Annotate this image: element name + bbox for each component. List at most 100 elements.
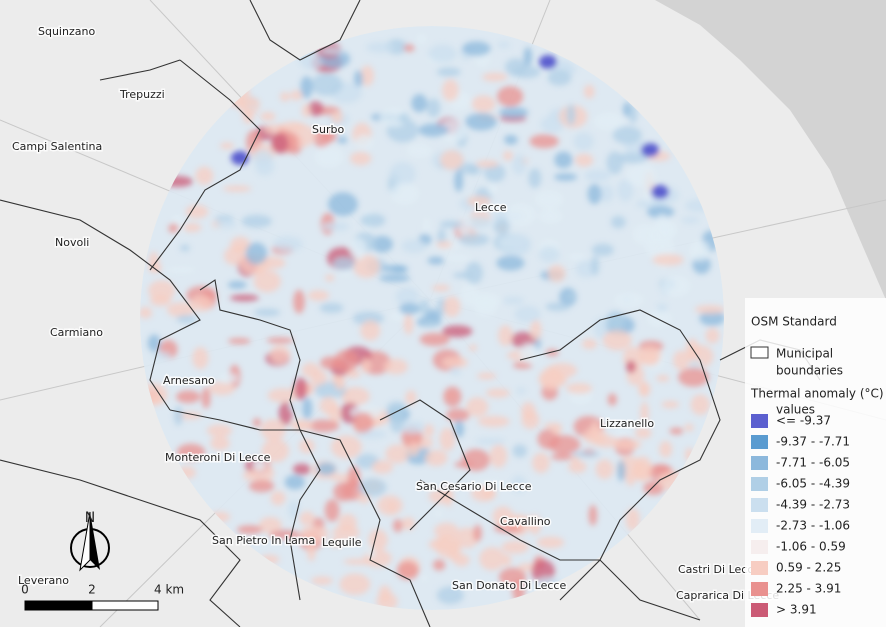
anomaly-patch (307, 540, 316, 562)
anomaly-patch (497, 86, 524, 107)
anomaly-patch (547, 70, 572, 86)
legend-swatch (751, 540, 768, 554)
anomaly-patch (454, 169, 464, 192)
anomaly-patch (496, 255, 525, 271)
anomaly-patch (485, 388, 510, 398)
anomaly-patch (324, 499, 340, 522)
anomaly-patch (610, 215, 626, 229)
anomaly-patch (389, 162, 416, 186)
anomaly-patch (361, 357, 371, 374)
anomaly-patch (632, 223, 657, 246)
anomaly-patch (529, 134, 559, 149)
anomaly-patch (420, 574, 429, 582)
anomaly-patch (460, 282, 479, 307)
anomaly-patch (566, 383, 593, 394)
anomaly-patch (426, 98, 441, 118)
anomaly-patch (473, 296, 498, 318)
anomaly-patch (475, 438, 506, 445)
anomaly-patch (260, 111, 276, 122)
anomaly-patch (173, 405, 183, 426)
anomaly-patch (147, 334, 161, 352)
anomaly-patch (502, 150, 513, 161)
anomaly-patch (227, 338, 251, 345)
anomaly-patch (307, 290, 330, 301)
anomaly-patch (458, 233, 490, 246)
anomaly-patch (269, 529, 301, 540)
anomaly-patch (646, 205, 675, 218)
legend-label: 0.59 - 2.25 (776, 561, 841, 575)
anomaly-patch (506, 202, 536, 227)
anomaly-patch (656, 303, 668, 312)
anomaly-patch (607, 393, 617, 406)
anomaly-patch (484, 163, 506, 183)
scale-bar: 0 2 4 km (21, 583, 184, 611)
anomaly-patch (379, 274, 411, 283)
boundary-swatch (750, 346, 769, 359)
anomaly-patch (548, 435, 581, 454)
legend-label: -4.39 - -2.73 (776, 498, 850, 512)
anomaly-patch (593, 112, 625, 131)
place-label: San Cesario Di Lecce (416, 480, 532, 493)
place-label: Cavallino (500, 515, 551, 528)
anomaly-patch (613, 438, 642, 450)
anomaly-patch (457, 163, 479, 175)
legend-classes: <= -9.37 -9.37 - -7.71 -7.71 - -6.05 -6.05 … (751, 414, 850, 617)
anomaly-patch (411, 94, 428, 113)
anomaly-patch (396, 561, 419, 580)
anomaly-patch (625, 163, 657, 187)
legend-label: 2.25 - 3.91 (776, 582, 841, 596)
legend-swatch (751, 519, 768, 533)
sea (655, 0, 886, 300)
anomaly-patch (442, 325, 473, 338)
anomaly-patch (176, 314, 197, 324)
anomaly-patch (547, 265, 566, 283)
anomaly-patch (567, 253, 587, 261)
anomaly-patch (284, 474, 305, 490)
anomaly-patch (468, 344, 478, 352)
anomaly-patch (513, 516, 538, 528)
anomaly-patch (629, 105, 638, 124)
place-label: Lequile (322, 536, 362, 549)
anomaly-patch (245, 242, 268, 265)
anomaly-patch (442, 356, 469, 369)
anomaly-patch (551, 425, 563, 435)
anomaly-patch (431, 284, 451, 292)
anomaly-patch (590, 420, 600, 443)
anomaly-patch (378, 585, 392, 602)
anomaly-patch (498, 325, 513, 347)
anomaly-patch (230, 236, 251, 253)
anomaly-patch (617, 179, 634, 202)
anomaly-patch (301, 362, 320, 378)
anomaly-patch (166, 302, 195, 318)
anomaly-patch (254, 308, 281, 317)
anomaly-patch (443, 296, 461, 318)
anomaly-patch (497, 41, 511, 48)
anomaly-patch (340, 386, 370, 406)
anomaly-patch (236, 525, 263, 535)
anomaly-patch (208, 381, 236, 396)
anomaly-patch (395, 287, 420, 307)
anomaly-patch (444, 484, 453, 508)
anomaly-patch (218, 372, 238, 384)
anomaly-patch (176, 390, 201, 404)
legend-label: <= -9.37 (776, 414, 831, 428)
anomaly-patch (340, 269, 351, 277)
anomaly-patch (307, 419, 340, 433)
anomaly-patch (640, 401, 649, 425)
anomaly-patch (206, 424, 233, 437)
anomaly-patch (383, 358, 408, 375)
anomaly-patch (514, 305, 541, 323)
anomaly-patch (148, 280, 176, 301)
anomaly-patch (339, 573, 371, 596)
anomaly-patch (210, 435, 230, 451)
anomaly-patch (392, 519, 403, 533)
anomaly-patch (389, 410, 404, 433)
anomaly-patch (149, 294, 172, 307)
anomaly-patch (392, 265, 409, 273)
anomaly-patch (332, 525, 360, 540)
anomaly-patch (358, 478, 387, 497)
legend-label: -2.73 - -1.06 (776, 519, 850, 533)
anomaly-patch (540, 115, 565, 133)
anomaly-patch (353, 70, 363, 88)
anomaly-patch (292, 463, 311, 475)
